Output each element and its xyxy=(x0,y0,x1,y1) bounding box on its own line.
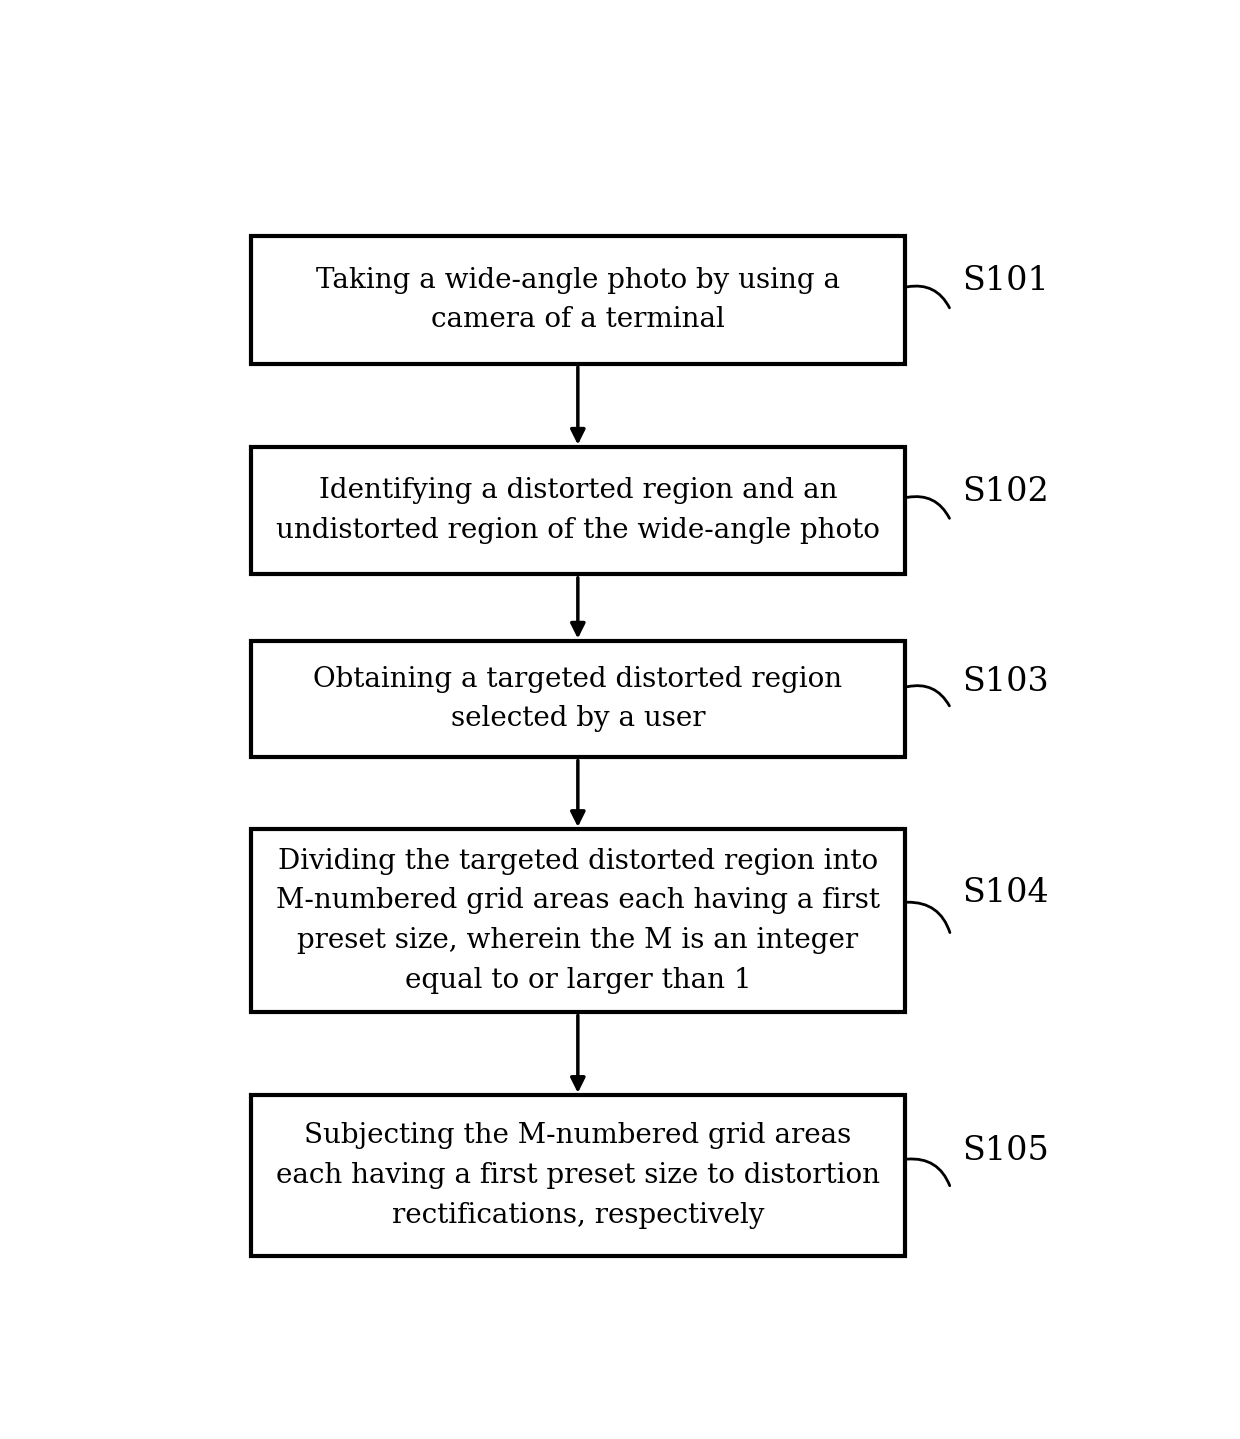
Bar xyxy=(250,640,904,757)
Text: Subjecting the M-numbered grid areas
each having a first preset size to distorti: Subjecting the M-numbered grid areas eac… xyxy=(275,1122,880,1229)
Bar xyxy=(250,236,904,364)
Bar xyxy=(250,829,904,1012)
Text: Dividing the targeted distorted region into
M-numbered grid areas each having a : Dividing the targeted distorted region i… xyxy=(275,848,880,993)
Text: S101: S101 xyxy=(962,265,1049,296)
Bar xyxy=(250,1095,904,1256)
Text: Taking a wide-angle photo by using a
camera of a terminal: Taking a wide-angle photo by using a cam… xyxy=(316,266,839,334)
Text: S105: S105 xyxy=(962,1135,1049,1167)
Text: Obtaining a targeted distorted region
selected by a user: Obtaining a targeted distorted region se… xyxy=(314,666,842,732)
Text: S103: S103 xyxy=(962,666,1049,698)
Bar xyxy=(250,448,904,574)
Text: Identifying a distorted region and an
undistorted region of the wide-angle photo: Identifying a distorted region and an un… xyxy=(277,478,879,544)
Text: S104: S104 xyxy=(962,878,1049,909)
Text: S102: S102 xyxy=(962,475,1049,508)
